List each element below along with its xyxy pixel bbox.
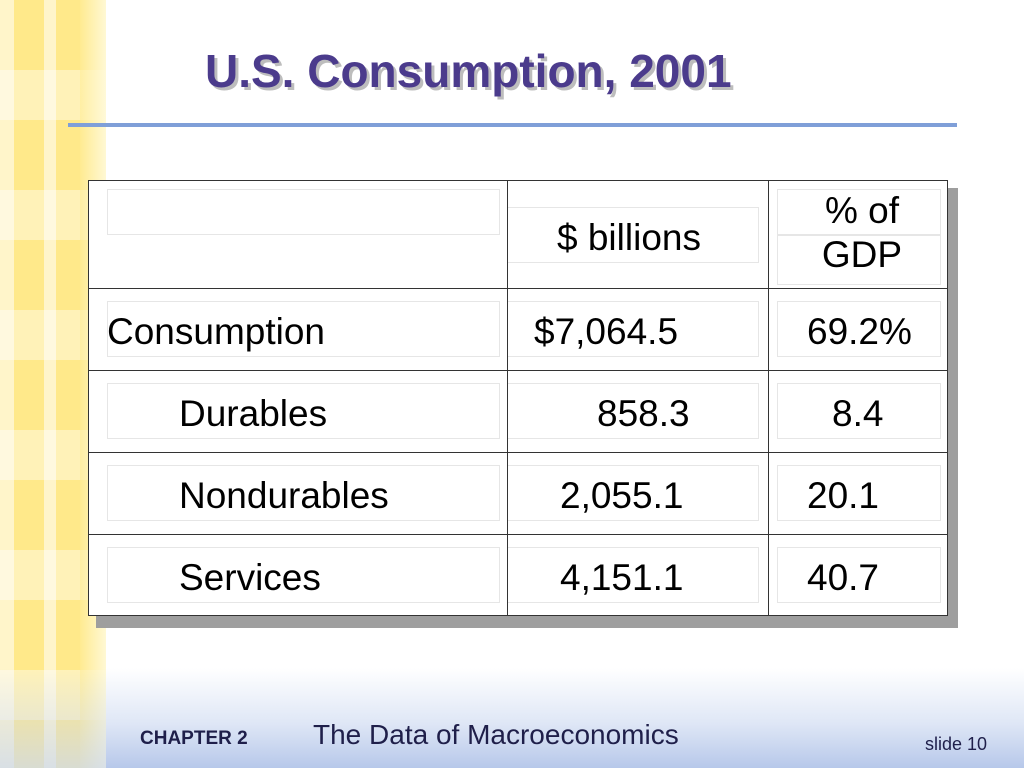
ghost-cell bbox=[777, 547, 941, 603]
header-percent-gdp: % of GDP bbox=[777, 189, 947, 277]
row-divider bbox=[89, 534, 947, 535]
ghost-cell bbox=[777, 383, 941, 439]
slide-number: slide 10 bbox=[925, 734, 988, 754]
row-divider bbox=[89, 370, 947, 371]
ghost-cell bbox=[777, 301, 941, 357]
header-billions: $ billions bbox=[557, 217, 701, 258]
header-percent-line-1: % of bbox=[824, 190, 900, 231]
row-value-billions: 858.3 bbox=[597, 393, 690, 434]
row-value-billions: 4,151.1 bbox=[560, 557, 684, 598]
row-label-consumption: Consumption bbox=[107, 311, 326, 352]
footer-band bbox=[106, 668, 1024, 768]
ghost-cell bbox=[107, 547, 500, 603]
row-value-billions: 2,055.1 bbox=[560, 475, 684, 516]
row-value-percent: 69.2% bbox=[807, 311, 912, 352]
row-divider bbox=[89, 288, 947, 289]
ghost-cell bbox=[777, 189, 941, 235]
column-divider bbox=[507, 181, 508, 615]
chapter-label: CHAPTER 2 bbox=[140, 728, 248, 749]
slide-title: U.S. Consumption, 2001 bbox=[205, 45, 732, 97]
ghost-cell bbox=[107, 383, 500, 439]
ghost-cell bbox=[777, 465, 941, 521]
row-value-billions: $7,064.5 bbox=[534, 311, 679, 352]
row-value-percent: 40.7 bbox=[807, 557, 880, 598]
ghost-cell bbox=[107, 465, 500, 521]
ghost-cell bbox=[107, 301, 500, 357]
row-divider bbox=[89, 452, 947, 453]
column-divider bbox=[768, 181, 769, 615]
title-underline bbox=[68, 123, 957, 127]
row-value-percent: 20.1 bbox=[807, 475, 880, 516]
ghost-cell bbox=[107, 189, 500, 235]
footer-left-fill bbox=[0, 668, 106, 768]
row-value-percent: 8.4 bbox=[832, 393, 884, 434]
chapter-title: The Data of Macroeconomics bbox=[313, 719, 679, 750]
row-label-services: Services bbox=[179, 557, 321, 598]
row-label-nondurables: Nondurables bbox=[179, 475, 389, 516]
ghost-cell bbox=[777, 235, 941, 285]
row-label-durables: Durables bbox=[179, 393, 328, 434]
header-percent-line-2: GDP bbox=[821, 234, 903, 275]
consumption-table: $ billions % of GDP Consumption $7,064.5… bbox=[88, 180, 948, 616]
